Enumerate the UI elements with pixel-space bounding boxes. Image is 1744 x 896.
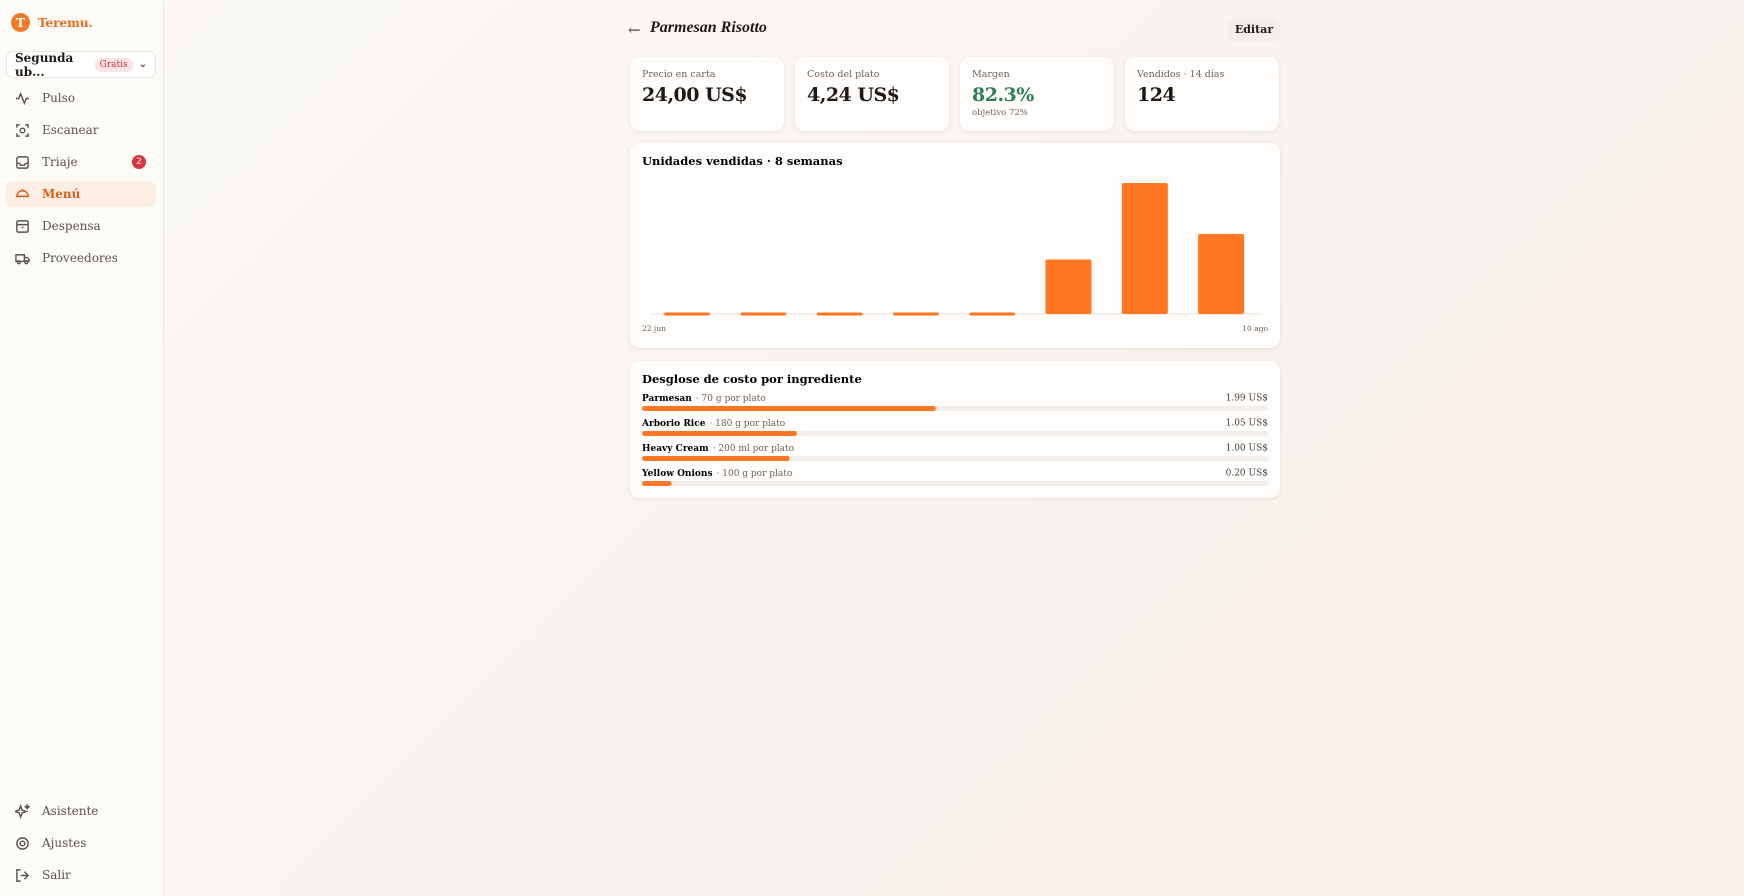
- nav-label: Menú: [42, 187, 81, 201]
- nav-label: Asistente: [42, 804, 99, 818]
- bar: [1045, 259, 1092, 314]
- icon: [16, 836, 29, 850]
- nav-item[interactable]: Escanear: [6, 117, 156, 143]
- edit-button[interactable]: Editar: [1228, 17, 1280, 42]
- bar-track: [642, 431, 1268, 436]
- bar: [642, 456, 790, 461]
- bar: [664, 312, 710, 316]
- stat-value: 24,00 US$: [642, 84, 748, 106]
- nav-label: Ajustes: [42, 836, 87, 850]
- bar: [1121, 183, 1168, 314]
- stat-label: Margen: [972, 69, 1010, 80]
- icon: [16, 219, 29, 233]
- ingredient-label: Heavy Cream · 200 ml por plato: [642, 444, 794, 454]
- stat-card: Vendidos · 14 días 124: [1125, 57, 1279, 131]
- ingredient-name: Heavy Cream: [642, 444, 709, 454]
- brand-name: Teremu.: [38, 15, 93, 30]
- ingredient-name: Yellow Onions: [641, 469, 713, 479]
- bar: [642, 431, 798, 436]
- bar: [1198, 234, 1245, 314]
- stat-card: Precio en carta 24,00 US$: [630, 57, 784, 131]
- icon: [16, 868, 30, 882]
- nav-label: Triaje: [42, 155, 78, 169]
- chevron: ⌄: [138, 59, 147, 70]
- chart-card: Unidades vendidas · 8 semanas 22 jun 10 a…: [630, 143, 1280, 348]
- bar: [740, 312, 787, 316]
- ingredient-detail: · 70 g por plato: [696, 394, 766, 404]
- bar-track: [642, 481, 1268, 486]
- ingredient-name: Arborio Rice: [641, 419, 706, 429]
- back-button[interactable]: ←: [628, 21, 641, 39]
- chart-title: Unidades vendidas · 8 semanas: [642, 154, 843, 168]
- stat-note: objetivo 72%: [972, 108, 1028, 118]
- stat-value: 82.3%: [972, 84, 1034, 106]
- nav-label: Proveedores: [42, 251, 118, 265]
- ingredient-cost: 1.99 US$: [1226, 394, 1268, 404]
- nav-item[interactable]: Ajustes: [6, 830, 156, 856]
- stat-card: Costo del plato 4,24 US$: [795, 57, 949, 131]
- icon: [15, 188, 30, 197]
- ingredient-detail: · 200 ml por plato: [713, 444, 794, 454]
- logo: T: [11, 13, 30, 32]
- stat-label: Costo del plato: [807, 69, 880, 80]
- nav-item[interactable]: Triaje 2: [6, 149, 156, 175]
- nav-label: Pulso: [42, 91, 76, 105]
- brand[interactable]: T Teremu.: [11, 13, 93, 32]
- stat-card: Margen 82.3% objetivo 72%: [960, 57, 1114, 131]
- sidebar: T Teremu. Segunda ub... Gratis ⌄ Pulso Esca…: [0, 0, 164, 896]
- bar: [642, 481, 672, 486]
- icon: [16, 155, 29, 169]
- x-tick-label: 10 ago: [1242, 324, 1268, 333]
- icon: [15, 253, 30, 264]
- location-selector[interactable]: Segunda ub... Gratis ⌄: [6, 50, 156, 79]
- icon: [15, 91, 30, 105]
- nav-label: Salir: [42, 868, 71, 882]
- nav-item[interactable]: Menú: [6, 181, 156, 207]
- nav-label: Despensa: [42, 219, 101, 233]
- ingredient-detail: · 100 g por plato: [717, 469, 793, 479]
- nav-item[interactable]: Despensa: [6, 213, 156, 239]
- location: Segunda ub...: [15, 50, 74, 79]
- plan-badge: Gratis: [94, 57, 133, 72]
- nav-item[interactable]: Salir: [6, 862, 156, 888]
- stat-label: Vendidos · 14 días: [1137, 69, 1225, 80]
- ingredients: Desglose de costo por ingrediente Parmes…: [641, 372, 1268, 486]
- stat-label: Precio en carta: [642, 69, 716, 80]
- ingredient-detail: · 180 g por plato: [709, 419, 785, 429]
- chart: Unidades vendidas · 8 semanas 22 jun 10 a…: [642, 154, 1268, 333]
- ingredients-card: Desglose de costo por ingrediente Parmes…: [630, 361, 1280, 498]
- ingredient-cost: 0.20 US$: [1226, 469, 1268, 479]
- ingredient-label: Parmesan · 70 g por plato: [642, 394, 766, 404]
- nav-item[interactable]: Asistente: [6, 798, 156, 824]
- icon: [15, 803, 30, 819]
- page-title: Parmesan Risotto: [650, 19, 767, 36]
- badge: 2: [132, 155, 146, 169]
- section-title: Desglose de costo por ingrediente: [642, 372, 862, 386]
- bar: [892, 312, 939, 316]
- ingredient-cost: 1.00 US$: [1226, 444, 1268, 454]
- ingredient-name: Parmesan: [642, 394, 692, 404]
- ingredient-cost: 1.05 US$: [1226, 419, 1268, 429]
- bar: [642, 406, 936, 411]
- stat-value: 124: [1137, 84, 1176, 106]
- ingredient-label: Arborio Rice · 180 g por plato: [641, 419, 785, 429]
- bar: [969, 312, 1016, 316]
- bar: [816, 312, 863, 316]
- bar-track: [642, 456, 1268, 461]
- x-tick-label: 22 jun: [642, 324, 666, 333]
- nav-item[interactable]: Pulso: [6, 85, 156, 111]
- stat-value: 4,24 US$: [807, 84, 900, 106]
- icon: [16, 123, 29, 137]
- nav-label: Escanear: [42, 123, 99, 137]
- nav-item[interactable]: Proveedores: [6, 245, 156, 271]
- ingredient-label: Yellow Onions · 100 g por plato: [641, 469, 792, 479]
